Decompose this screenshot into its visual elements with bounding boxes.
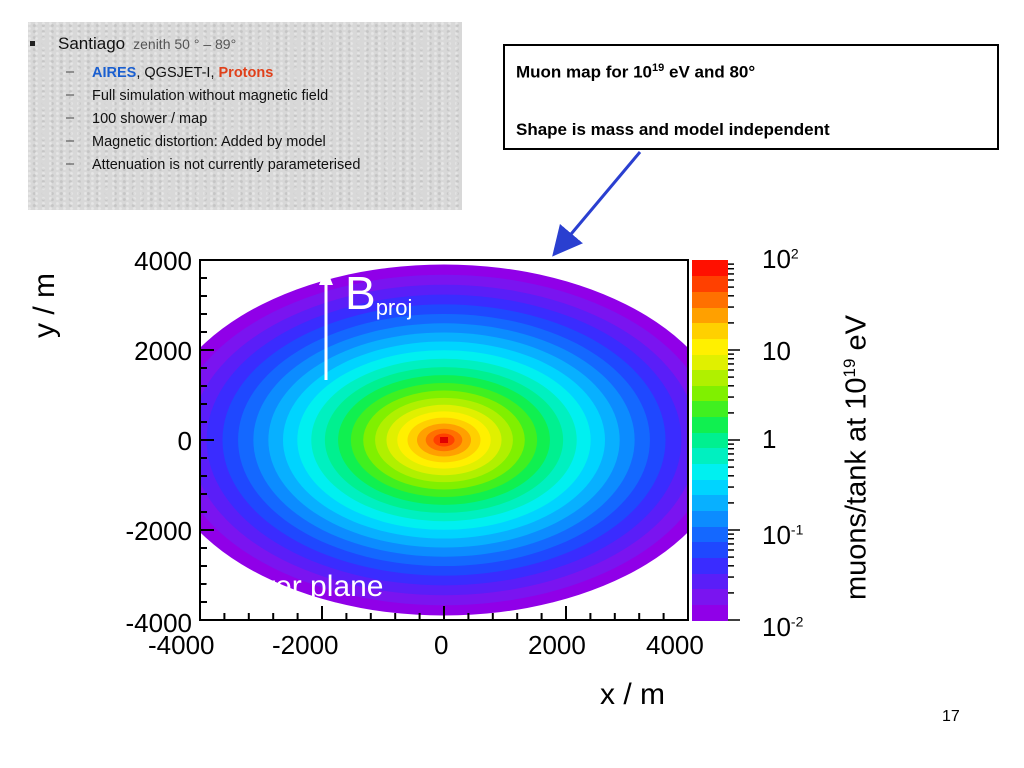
callout-line-2: Shape is mass and model independent: [516, 120, 830, 139]
colorbar-segment: [692, 369, 728, 386]
colorbar-segment: [692, 604, 728, 621]
colorbar-segment: [692, 432, 728, 449]
bullet-icon: [30, 41, 35, 46]
bproj-label-subscript: proj: [375, 295, 413, 320]
info-list-item: 100 shower / map: [66, 107, 360, 131]
info-heading-text: Santiago: [58, 34, 126, 53]
colorbar-tick-base: 10: [762, 520, 791, 550]
info-list-item: Attenuation is not currently parameteris…: [66, 153, 361, 177]
y-tick-label: 2000: [134, 336, 192, 366]
heatmap-plot: [200, 260, 688, 620]
colorbar-title-suffix: eV: [840, 315, 873, 359]
heatmap-peak: [440, 437, 448, 443]
y-tick-label: 4000: [134, 246, 192, 276]
colorbar-tick-base: 10: [762, 612, 791, 642]
colorbar-segment: [692, 385, 728, 402]
info-list-item-text: AIRES: [92, 65, 137, 81]
heatmap-svg: [200, 264, 688, 616]
x-tick-label: -4000: [148, 630, 215, 660]
colorbar-segment: [692, 447, 728, 465]
colorbar-segment: [692, 526, 728, 543]
callout-box: Muon map for 1019 eV and 80° Shape is ma…: [503, 44, 999, 150]
colorbar-tick-base: 1: [762, 424, 777, 454]
x-tick-label: -2000: [272, 630, 339, 660]
page-number: 17: [942, 708, 960, 725]
info-list-item: Full simulation without magnetic field: [66, 84, 360, 108]
colorbar-tick-label: 10-2: [762, 612, 803, 643]
info-list-item: Magnetic distortion: Added by model: [66, 130, 360, 154]
colorbar-segment: [692, 463, 728, 480]
colorbar-segment: [692, 479, 728, 496]
info-list-item: AIRES, QGSJET-I, Protons: [66, 61, 360, 85]
colorbar-segment: [692, 291, 728, 308]
colorbar-segment: [692, 541, 728, 558]
colorbar-segment: [692, 338, 728, 355]
colorbar-segment: [692, 400, 728, 418]
colorbar-segment: [692, 353, 728, 371]
info-list-item-text: , QGSJET-I,: [136, 65, 219, 81]
colorbar-segment: [692, 494, 728, 512]
colorbar-segment: [692, 260, 728, 277]
callout-line-1: Muon map for 1019 eV and 80°: [516, 62, 755, 83]
y-tick-label: -4000: [125, 608, 193, 638]
colorbar-tick-exponent: -1: [790, 521, 804, 538]
colorbar-segment: [692, 322, 728, 339]
info-list: AIRES, QGSJET-I, Protons Full simulation …: [66, 61, 361, 177]
colorbar-segment: [692, 557, 728, 574]
colorbar-segment: [692, 306, 728, 324]
bproj-label: Bproj: [345, 266, 412, 321]
x-tick-label: 4000: [646, 630, 704, 660]
colorbar-tick-base: 10: [762, 244, 791, 274]
colorbar-tick-label: 102: [762, 244, 799, 275]
colorbar-tick-base: 10: [762, 336, 791, 366]
colorbar-tick-label: 10: [762, 336, 791, 367]
info-list-item-text: Full simulation without magnetic field: [92, 88, 329, 104]
shower-plane-label: shower plane: [205, 570, 384, 603]
colorbar-tick-exponent: 2: [790, 245, 799, 262]
info-list-item-text: 100 shower / map: [92, 111, 208, 127]
y-tick-label: 0: [177, 426, 192, 456]
zenith-range: zenith 50 ° – 89°: [133, 36, 237, 52]
callout-line-1-suffix: eV and 80°: [664, 62, 756, 82]
x-tick-label: 2000: [528, 630, 586, 660]
info-list-item-text: Attenuation is not currently parameteris…: [92, 157, 361, 173]
colorbar-segment: [692, 275, 728, 292]
callout-line-1-prefix: Muon map for 10: [516, 62, 653, 82]
bproj-label-text: B: [345, 267, 376, 319]
colorbar-segment: [692, 588, 728, 605]
x-axis-title: x / m: [600, 678, 665, 711]
info-list-item-text: Magnetic distortion: Added by model: [92, 134, 326, 150]
colorbar-segment: [692, 573, 728, 590]
x-tick-label: 0: [434, 630, 449, 660]
colorbar-tick-exponent: -2: [790, 613, 804, 630]
colorbar-title-exponent: 19: [840, 358, 859, 378]
colorbar-tick-label: 10-1: [762, 520, 803, 551]
info-box: Santiago zenith 50 ° – 89° AIRES, QGSJET-…: [28, 22, 462, 210]
y-tick-label: -2000: [125, 516, 193, 546]
colorbar-segment: [692, 510, 728, 527]
colorbar-title-prefix: muons/tank at 10: [840, 377, 873, 600]
callout-line-1-exponent: 19: [652, 62, 665, 74]
colorbar: [692, 260, 728, 621]
colorbar-title: muons/tank at 1019 eV: [840, 315, 874, 600]
colorbar-tick-label: 1: [762, 424, 776, 455]
colorbar-segment: [692, 416, 728, 433]
info-heading: Santiago zenith 50 ° – 89°: [58, 34, 236, 54]
info-list-item-text: Protons: [218, 65, 274, 81]
